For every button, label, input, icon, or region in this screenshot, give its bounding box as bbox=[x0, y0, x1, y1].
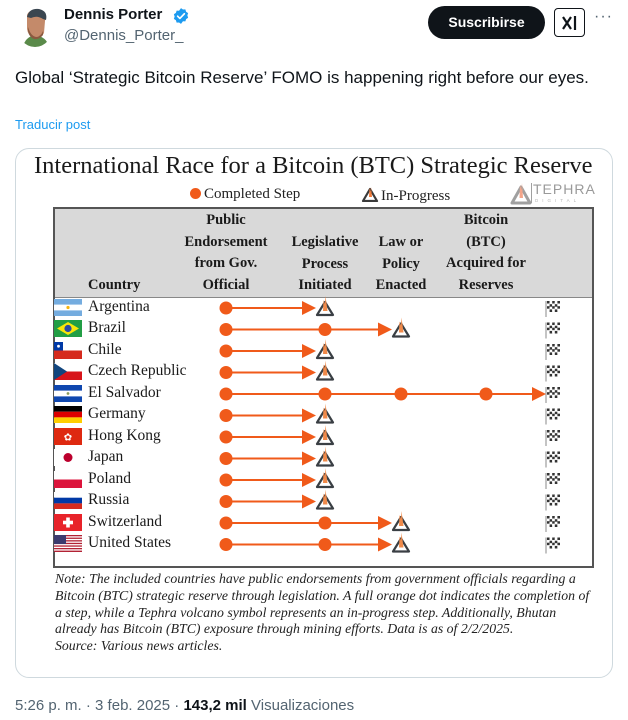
flag-hong-kong-icon: ✿ bbox=[54, 428, 82, 445]
country-label: Switzerland bbox=[88, 513, 163, 530]
post-date[interactable]: 3 feb. 2025 bbox=[95, 697, 171, 714]
verified-badge-icon bbox=[173, 8, 189, 24]
views-count: 143,2 mil bbox=[183, 697, 247, 714]
flag-argentina-icon bbox=[54, 299, 82, 316]
country-label: Poland bbox=[88, 470, 132, 487]
table-header bbox=[55, 209, 592, 298]
flag-japan-icon bbox=[54, 449, 82, 466]
flag-chile-icon bbox=[54, 342, 82, 359]
country-label: United States bbox=[88, 534, 172, 551]
tephra-brand: TEPHRA bbox=[533, 181, 596, 197]
author-handle[interactable]: @Dennis_Porter_ bbox=[64, 27, 184, 44]
post-time[interactable]: 5:26 p. m. bbox=[15, 697, 82, 714]
orange-dot-icon bbox=[190, 188, 201, 199]
more-options-icon: ··· bbox=[594, 8, 613, 25]
author-name[interactable]: Dennis Porter bbox=[64, 6, 163, 23]
tephra-brand-sub: DIGITAL bbox=[535, 198, 581, 203]
flag-russia-icon bbox=[54, 492, 82, 509]
meta-separator: · bbox=[85, 697, 91, 714]
flag-germany-icon bbox=[54, 406, 82, 423]
flag-switzerland-icon bbox=[54, 514, 82, 531]
author-avatar[interactable] bbox=[17, 7, 53, 47]
chart-title: International Race for a Bitcoin (BTC) S… bbox=[34, 152, 593, 179]
grok-button[interactable] bbox=[554, 8, 585, 37]
col-header-law-enacted: Law or Policy Enacted bbox=[375, 234, 427, 293]
tephra-logo-icon bbox=[510, 183, 532, 205]
post-meta: 5:26 p. m. · 3 feb. 2025 · 143,2 mil Vis… bbox=[15, 697, 354, 714]
country-label: Hong Kong bbox=[88, 427, 161, 444]
more-options-button[interactable]: ··· bbox=[594, 8, 613, 26]
col-header-public-endorsement: Public Endorsement from Gov. Official bbox=[184, 212, 268, 293]
country-label: El Salvador bbox=[88, 384, 161, 401]
grok-icon bbox=[561, 15, 576, 30]
subscribe-button[interactable]: Suscribirse bbox=[428, 6, 545, 39]
chart-note: Note: The included countries have public… bbox=[55, 571, 595, 655]
country-label: Russia bbox=[88, 491, 130, 508]
col-header-btc-acquired: Bitcoin (BTC) Acquired for Reserves bbox=[446, 212, 526, 293]
flag-czech-republic-icon bbox=[54, 363, 82, 380]
views-label: Visualizaciones bbox=[251, 697, 355, 714]
col-header-country: Country bbox=[88, 277, 141, 293]
legend-in-progress-label: In-Progress bbox=[381, 188, 451, 204]
flag-poland-icon bbox=[54, 471, 82, 488]
legend-in-progress: In-Progress bbox=[361, 186, 450, 205]
country-label: Argentina bbox=[88, 298, 150, 315]
country-label: Chile bbox=[88, 341, 122, 358]
country-label: Brazil bbox=[88, 319, 126, 336]
country-label: Germany bbox=[88, 405, 146, 422]
chart-source: Source: Various news articles. bbox=[55, 638, 223, 654]
flag-el-salvador-icon bbox=[54, 385, 82, 402]
country-label: Czech Republic bbox=[88, 362, 187, 379]
col-header-legislative-process: Legislative Process Initiated bbox=[291, 234, 359, 293]
meta-separator: · bbox=[174, 697, 180, 714]
chart-note-text: Note: The included countries have public… bbox=[55, 571, 590, 637]
avatar-image bbox=[17, 7, 53, 47]
flag-brazil-icon bbox=[54, 320, 82, 337]
country-label: Japan bbox=[88, 448, 124, 465]
volcano-icon bbox=[361, 187, 379, 203]
flag-united-states-icon bbox=[54, 535, 82, 552]
translate-post-link[interactable]: Traducir post bbox=[15, 117, 91, 132]
tephra-divider bbox=[531, 183, 532, 203]
post-text: Global ‘Strategic Bitcoin Reserve’ FOMO … bbox=[15, 68, 589, 87]
legend-completed-label: Completed Step bbox=[204, 186, 301, 202]
svg-text:✿: ✿ bbox=[64, 433, 72, 444]
legend-completed: Completed Step bbox=[190, 186, 300, 203]
